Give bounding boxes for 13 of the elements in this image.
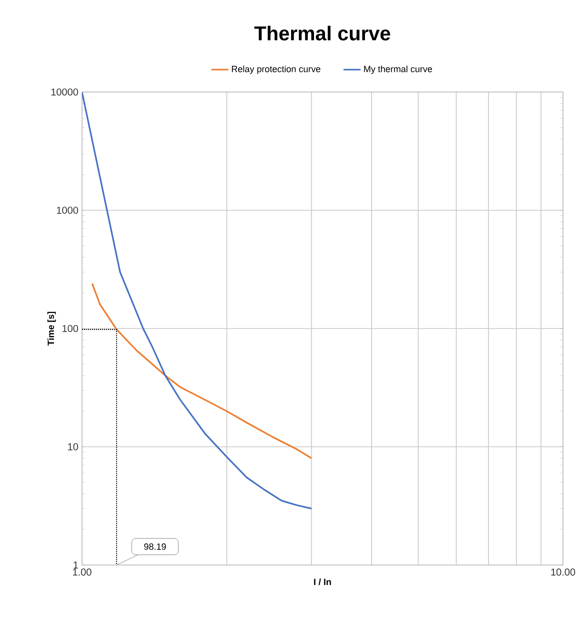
y-tick-label: 1000 [56,206,78,214]
legend-label: My thermal curve [364,66,432,74]
y-axis-title: Time [s] [47,312,56,346]
y-tick-label: 1 [74,562,78,568]
y-tick-label: 10 [68,443,78,450]
chart-title: Thermal curve [254,26,390,40]
annotation: 98.19 [144,543,166,550]
x-tick-label: 10.00 [551,568,576,576]
y-tick-label: 10000 [51,88,78,96]
x-axis-title: I / In [314,578,331,586]
x-tick-label: 1.00 [73,568,92,576]
legend-label: Relay protection curve [232,66,320,74]
y-tick-label: 100 [62,324,78,332]
